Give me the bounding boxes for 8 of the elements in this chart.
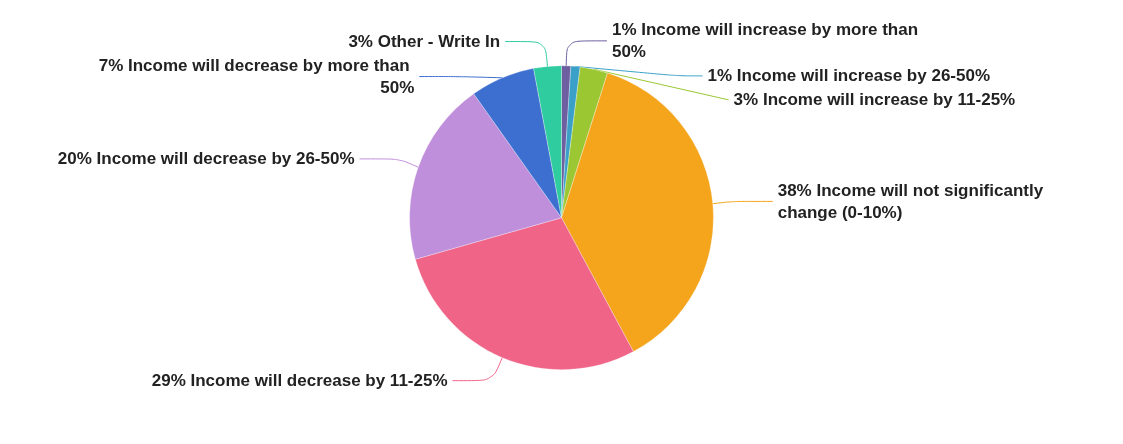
slice-label: 38% Income will not significantly change (0-10%) <box>777 180 1048 222</box>
slice-label: 7% Income will decrease by more than 50% <box>98 56 415 98</box>
slice-label: 3% Income will increase by 11-25% <box>733 90 1016 110</box>
slice-label: 20% Income will decrease by 26-50% <box>57 149 355 169</box>
slice-label: 1% Income will increase by 26-50% <box>707 66 991 86</box>
slice-label: 3% Other - Write In <box>348 32 501 52</box>
slice-label: 1% Income will increase by more than 50% <box>611 20 923 62</box>
slice-label: 29% Income will decrease by 11-25% <box>151 371 448 391</box>
